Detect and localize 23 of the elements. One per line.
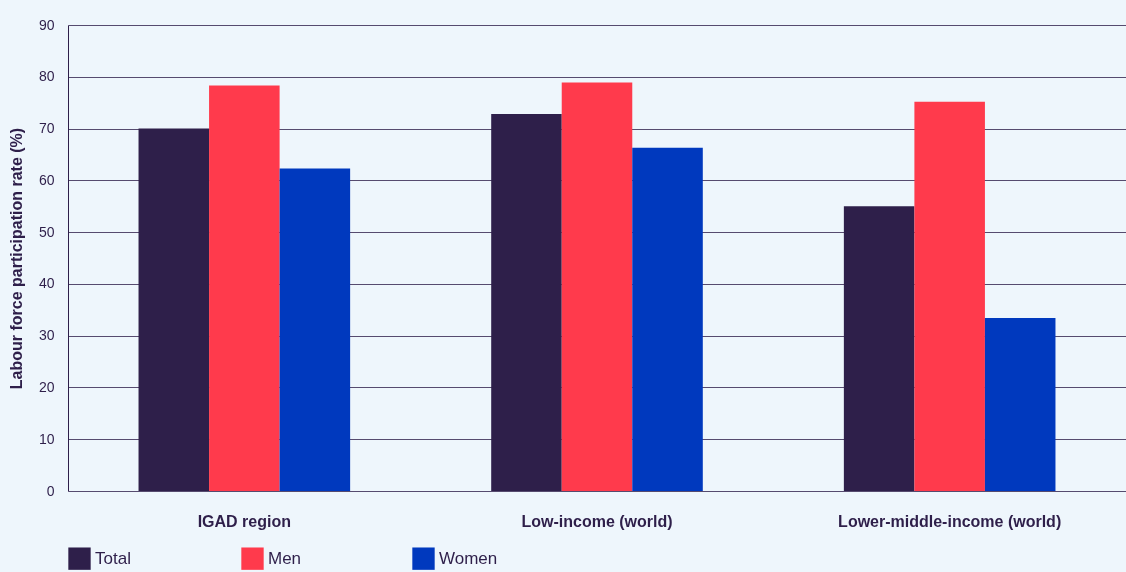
x-tick-label: IGAD region (197, 512, 292, 530)
y-tick-label: 90 (38, 16, 55, 33)
legend-label: Total (95, 548, 131, 568)
bar (279, 168, 351, 491)
y-tick-label: 30 (38, 327, 55, 344)
bar (914, 101, 985, 491)
x-tick-label: Low-income (world) (521, 512, 673, 530)
legend-label: Men (268, 548, 302, 568)
y-tick-label: 60 (38, 171, 55, 188)
y-tick-label: 50 (38, 223, 55, 240)
bar (632, 147, 703, 491)
y-tick-label: 10 (38, 430, 55, 447)
bar (209, 85, 280, 491)
y-tick-label: 80 (38, 68, 55, 85)
y-tick-label: 70 (38, 120, 55, 137)
x-tick-label: Lower-middle-income (world) (838, 512, 1062, 530)
legend-label: Women (439, 548, 498, 568)
y-tick-label: 20 (38, 378, 55, 395)
y-axis-title: Labour force participation rate (%) (7, 127, 25, 390)
bar (561, 82, 633, 491)
bar (984, 318, 1056, 491)
y-tick-label: 40 (38, 275, 55, 292)
y-tick-label: 0 (46, 482, 55, 499)
